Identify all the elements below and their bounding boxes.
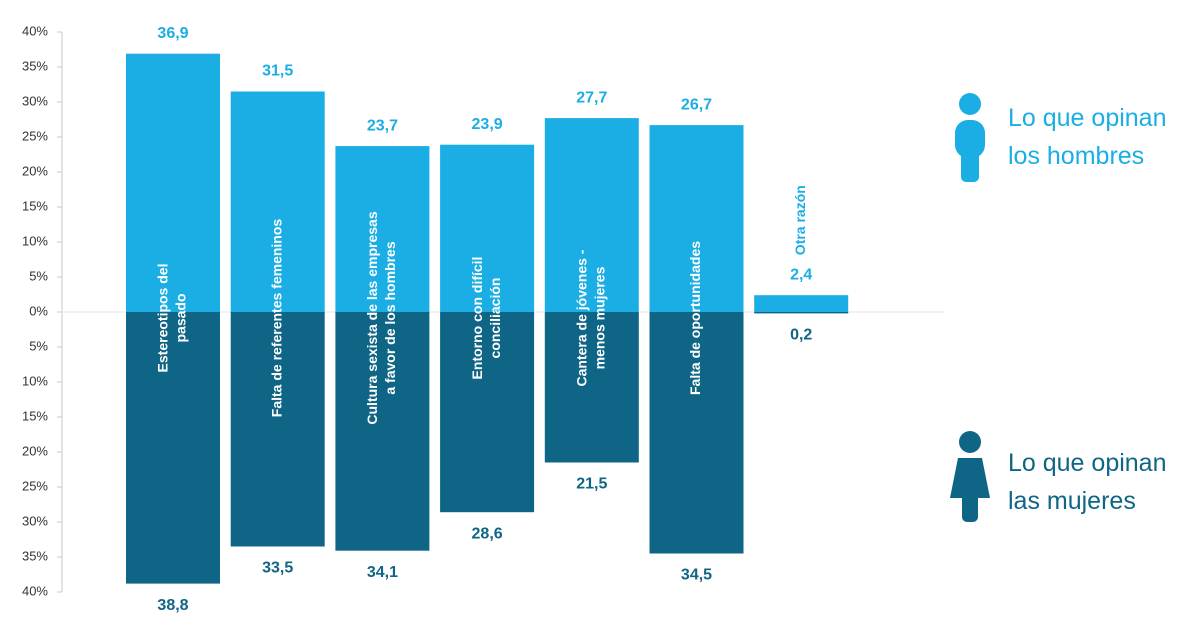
category-label: Falta de referentes femeninos xyxy=(268,219,284,418)
bar xyxy=(544,312,639,463)
y-tick-label: 20% xyxy=(22,443,48,458)
value-label: 0,2 xyxy=(790,327,812,344)
y-tick-label: 0% xyxy=(29,303,48,318)
y-tick-label: 30% xyxy=(22,513,48,528)
value-label: 38,8 xyxy=(157,597,188,614)
category-label-line: Entorno con difícil xyxy=(469,257,485,380)
category-label-line: a favor de los hombres xyxy=(382,241,398,394)
value-label: 23,9 xyxy=(472,116,503,133)
category-label: Cantera de jóvenes - menos mujeres xyxy=(574,249,608,386)
category-label-line: Cultura sexista de las empresas xyxy=(364,211,380,424)
value-label: 34,1 xyxy=(367,564,398,581)
category-label-line: Falta de oportunidades xyxy=(687,241,703,395)
value-label: 2,4 xyxy=(790,266,812,283)
y-tick-label: 35% xyxy=(22,58,48,73)
value-label: 23,7 xyxy=(367,117,398,134)
y-tick-label: 20% xyxy=(22,163,48,178)
category-label-line: pasado xyxy=(173,293,189,342)
category-label-line: Cantera de jóvenes - xyxy=(574,249,590,386)
y-tick-label: 30% xyxy=(22,93,48,108)
bar xyxy=(440,312,535,513)
value-label: 31,5 xyxy=(262,63,293,80)
bar xyxy=(754,312,849,314)
bar xyxy=(230,312,325,547)
y-tick-label: 25% xyxy=(22,128,48,143)
y-tick-label: 5% xyxy=(29,268,48,283)
category-label-line: Otra razón xyxy=(792,185,808,255)
legend-icon-men xyxy=(955,93,985,182)
y-tick-label: 10% xyxy=(22,233,48,248)
category-label: Entorno con difícil conciliación xyxy=(469,257,503,380)
value-label: 28,6 xyxy=(472,525,503,542)
bar xyxy=(335,146,430,312)
value-label: 34,5 xyxy=(681,567,712,584)
bar xyxy=(126,312,220,584)
y-tick-label: 40% xyxy=(22,23,48,38)
legend-icon-women xyxy=(950,431,990,522)
bar xyxy=(649,312,744,554)
bar xyxy=(544,118,639,312)
bar xyxy=(335,312,430,551)
value-label: 26,7 xyxy=(681,96,712,113)
legend-entry: Lo que opinan las mujeres xyxy=(1008,449,1167,515)
y-tick-label: 15% xyxy=(22,408,48,423)
bar xyxy=(126,53,220,312)
y-tick-label: 40% xyxy=(22,583,48,598)
y-tick-label: 15% xyxy=(22,198,48,213)
value-label: 27,7 xyxy=(576,89,607,106)
value-label: 36,9 xyxy=(157,25,188,42)
category-label: Cultura sexista de las empresas a favor d… xyxy=(364,211,398,424)
bar xyxy=(649,125,744,312)
y-tick-label: 35% xyxy=(22,548,48,563)
y-tick-label: 10% xyxy=(22,373,48,388)
y-tick-label: 25% xyxy=(22,478,48,493)
category-label-line: Falta de referentes femeninos xyxy=(268,219,284,418)
category-label-line: menos mujeres xyxy=(592,266,608,369)
value-label: 33,5 xyxy=(262,560,293,577)
category-label: Estereotipos del pasado xyxy=(155,264,189,373)
category-label: Falta de oportunidades xyxy=(687,241,703,395)
y-tick-label: 5% xyxy=(29,338,48,353)
value-label: 21,5 xyxy=(576,476,607,493)
category-label-line: conciliación xyxy=(487,278,503,359)
bar xyxy=(754,295,849,312)
bar xyxy=(440,144,535,312)
category-label-line: Estereotipos del xyxy=(155,264,171,373)
legend-entry: Lo que opinan los hombres xyxy=(1008,104,1167,170)
category-label: Otra razón xyxy=(792,185,808,255)
bar xyxy=(230,91,325,312)
